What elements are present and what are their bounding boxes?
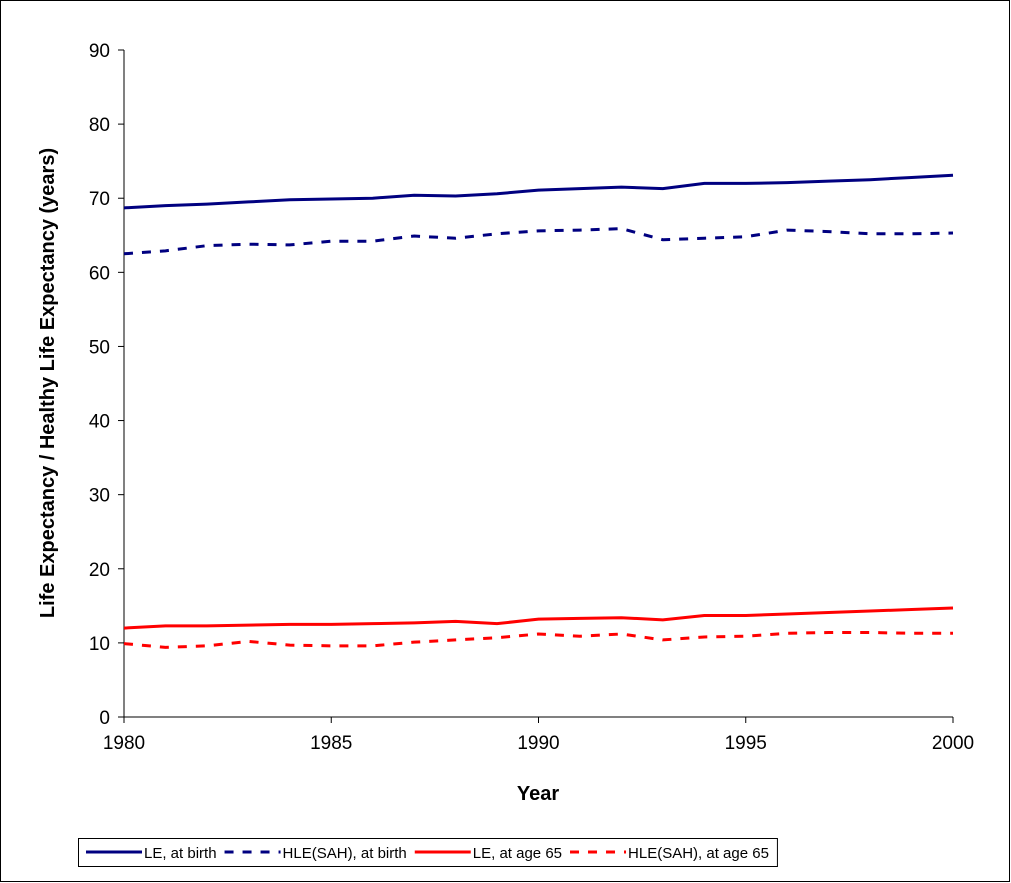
x-tick-label: 1980 xyxy=(103,733,145,754)
y-tick-label: 70 xyxy=(89,189,110,210)
y-tick-label: 30 xyxy=(89,486,110,507)
y-tick-label: 90 xyxy=(89,41,110,62)
series-line xyxy=(123,173,954,210)
y-tick-label: 60 xyxy=(89,263,110,284)
legend: LE, at birth HLE(SAH), at birth LE, at age… xyxy=(78,838,778,867)
x-tick-label: 2000 xyxy=(932,733,974,754)
y-tick-label: 10 xyxy=(89,634,110,655)
series-line xyxy=(123,227,954,256)
series-line xyxy=(123,606,954,630)
x-tick-label: 1995 xyxy=(725,733,767,754)
legend-label: LE, at birth xyxy=(144,845,217,862)
series-line xyxy=(123,631,953,649)
y-tick-label: 20 xyxy=(89,560,110,581)
legend-label: LE, at age 65 xyxy=(473,845,562,862)
legend-label: HLE(SAH), at birth xyxy=(283,845,407,862)
y-axis-title: Life Expectancy / Healthy Life Expectanc… xyxy=(37,148,59,618)
legend-label: HLE(SAH), at age 65 xyxy=(628,845,769,862)
y-tick-label: 0 xyxy=(99,708,110,729)
y-tick-label: 40 xyxy=(89,412,110,433)
y-tick-label: 50 xyxy=(89,337,110,358)
x-axis-title: Year xyxy=(517,783,559,805)
y-tick-label: 80 xyxy=(89,115,110,136)
x-tick-label: 1990 xyxy=(517,733,559,754)
x-tick-label: 1985 xyxy=(310,733,352,754)
